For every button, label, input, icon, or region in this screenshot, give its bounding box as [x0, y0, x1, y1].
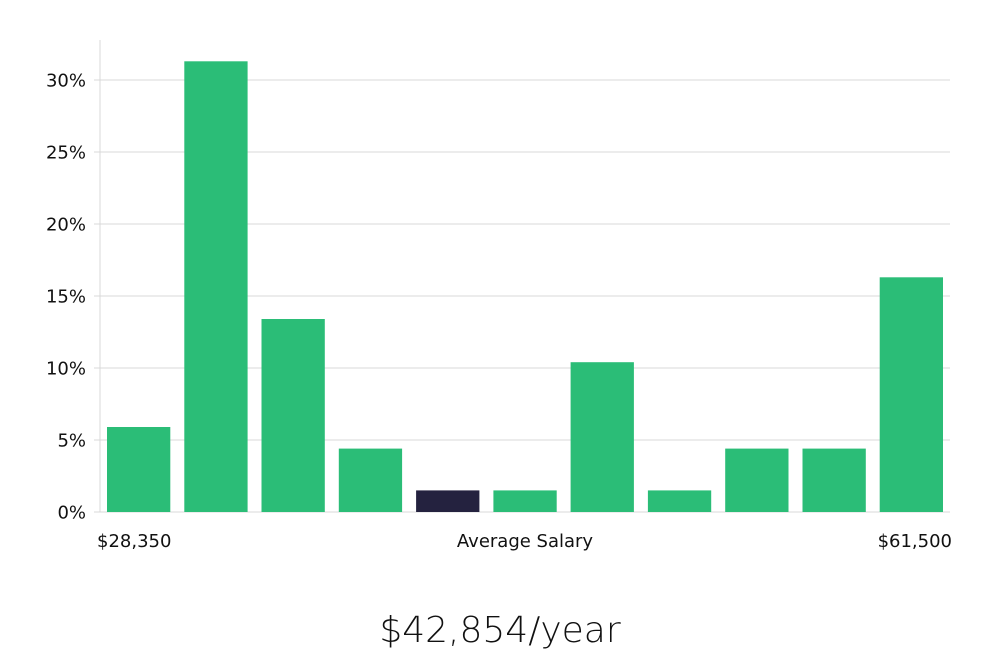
y-tick-label: 15% [46, 287, 86, 308]
bar [493, 490, 557, 512]
y-tick-label: 30% [46, 71, 86, 92]
y-tick-label: 0% [57, 503, 86, 524]
bar [570, 362, 634, 512]
y-tick-label: 10% [46, 359, 86, 380]
y-axis-ticks: 0% 5% 10% 15% 20% 25% 30% [46, 71, 100, 524]
bar [879, 277, 943, 512]
x-max-label: $61,500 [878, 531, 952, 552]
bars [107, 61, 943, 513]
bar [647, 490, 712, 512]
bar [107, 427, 171, 512]
bar [338, 448, 403, 512]
x-axis-title: Average Salary [457, 531, 594, 552]
x-min-label: $28,350 [97, 531, 171, 552]
bar [184, 61, 248, 513]
bar [802, 448, 866, 512]
bar [261, 319, 325, 512]
average-salary-value: $42,854/year [379, 610, 621, 651]
y-tick-label: 5% [57, 431, 86, 452]
y-tick-label: 20% [46, 215, 86, 236]
bar-average-salary [416, 490, 480, 512]
salary-histogram: 0% 5% 10% 15% 20% 25% 30% $28,350 Average Sala… [46, 40, 952, 552]
y-tick-label: 25% [46, 143, 86, 164]
bar [725, 448, 789, 512]
